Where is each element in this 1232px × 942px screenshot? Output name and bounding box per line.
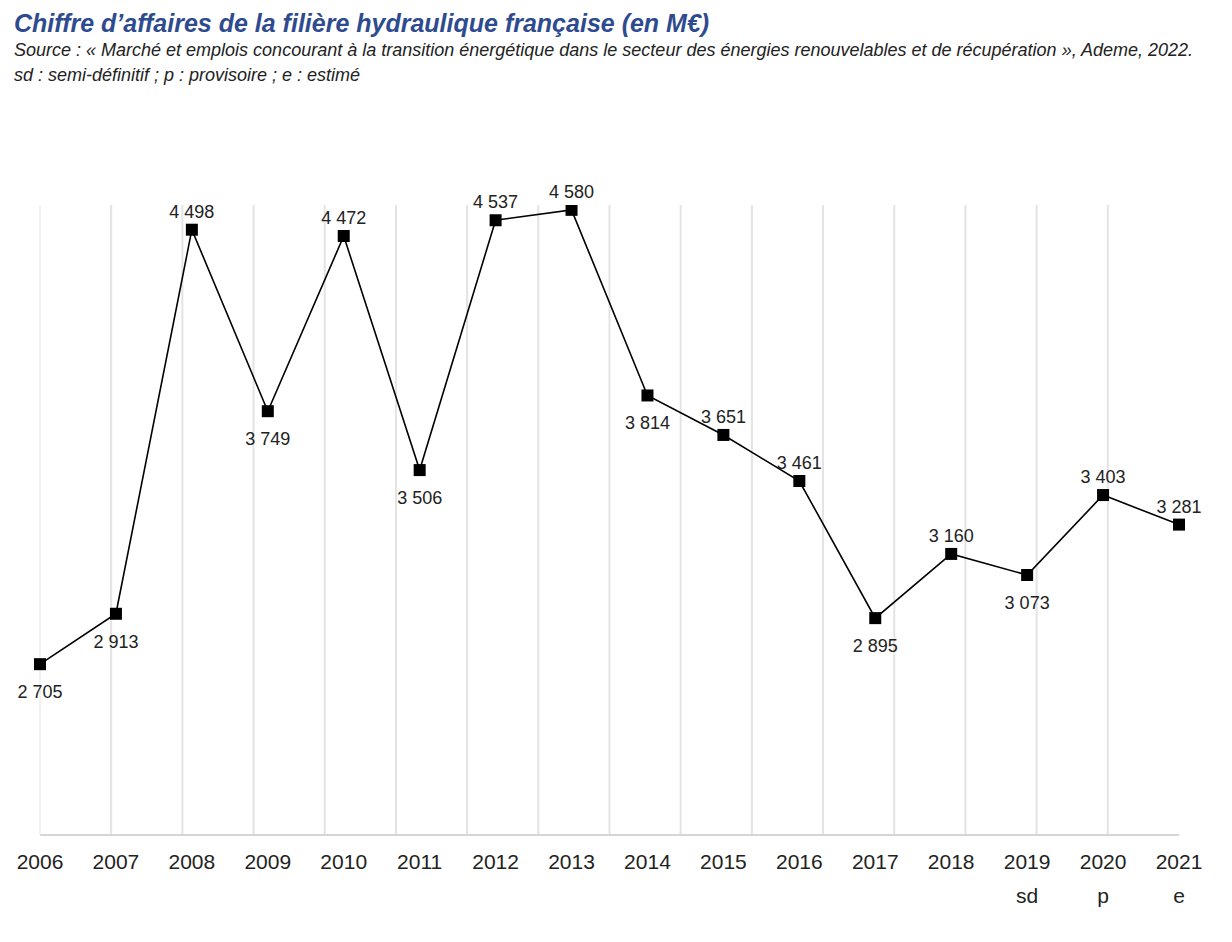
- svg-text:3 461: 3 461: [777, 453, 822, 473]
- svg-text:3 073: 3 073: [1005, 593, 1050, 613]
- html-text:sd : semi-définitif ; p : prov: sd : semi-définitif ; p : provisoire ; e…: [14, 65, 361, 85]
- svg-text:2008: 2008: [169, 850, 216, 873]
- svg-text:3 749: 3 749: [245, 429, 290, 449]
- svg-text:2015: 2015: [700, 850, 747, 873]
- svg-text:2006: 2006: [17, 850, 64, 873]
- svg-text:sd: sd: [1016, 884, 1038, 907]
- svg-text:3 403: 3 403: [1081, 467, 1126, 487]
- html-text:Chiffre d’affaires de la filiè: Chiffre d’affaires de la filière hydraul…: [14, 9, 710, 37]
- svg-text:2 895: 2 895: [853, 636, 898, 656]
- svg-text:2010: 2010: [320, 850, 367, 873]
- svg-text:3 506: 3 506: [397, 488, 442, 508]
- svg-text:4 498: 4 498: [169, 202, 214, 222]
- svg-text:2019: 2019: [1004, 850, 1051, 873]
- html-text:Source : « Marché et emplois c: Source : « Marché et emplois concourant …: [14, 40, 1194, 60]
- svg-text:4 472: 4 472: [321, 208, 366, 228]
- svg-text:3 814: 3 814: [625, 413, 670, 433]
- svg-text:3 160: 3 160: [929, 526, 974, 546]
- svg-text:3 281: 3 281: [1156, 497, 1201, 517]
- svg-text:2020: 2020: [1080, 850, 1127, 873]
- svg-text:3 651: 3 651: [701, 407, 746, 427]
- svg-text:2 913: 2 913: [93, 632, 138, 652]
- svg-text:2014: 2014: [624, 850, 671, 873]
- svg-text:2021: 2021: [1156, 850, 1203, 873]
- svg-text:2016: 2016: [776, 850, 823, 873]
- svg-text:2 705: 2 705: [17, 682, 62, 702]
- svg-text:2012: 2012: [472, 850, 519, 873]
- svg-text:2018: 2018: [928, 850, 975, 873]
- svg-text:2017: 2017: [852, 850, 899, 873]
- svg-text:p: p: [1097, 884, 1109, 907]
- svg-text:2009: 2009: [244, 850, 291, 873]
- svg-text:2011: 2011: [397, 850, 442, 873]
- svg-text:4 537: 4 537: [473, 192, 518, 212]
- svg-text:2013: 2013: [548, 850, 595, 873]
- svg-text:2007: 2007: [93, 850, 140, 873]
- svg-text:e: e: [1173, 884, 1185, 907]
- svg-text:4 580: 4 580: [549, 182, 594, 202]
